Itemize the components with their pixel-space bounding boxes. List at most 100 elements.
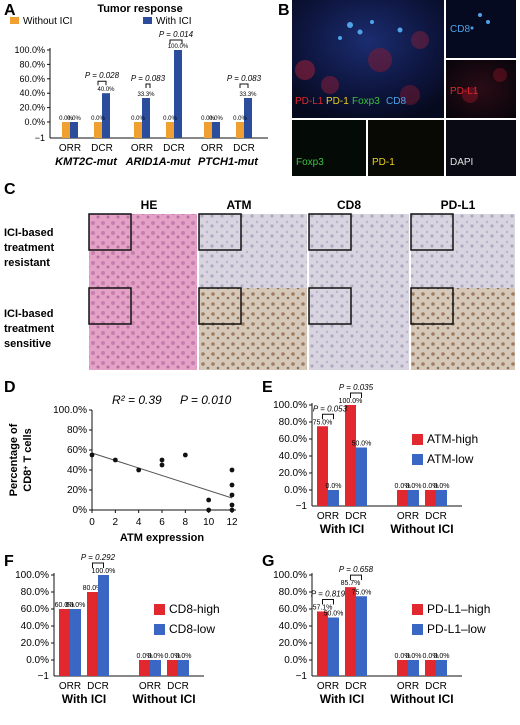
- bar-group-label: Without ICI: [390, 692, 453, 706]
- a-value-label: 0.0%: [209, 116, 223, 122]
- bar-group-label: With ICI: [62, 692, 107, 706]
- bar-value-label: 75.0%: [352, 589, 372, 596]
- panel-label-g: G: [262, 553, 274, 570]
- panel-f-chart: 0.0%20.0%40.0%60.0%80.0%100.0%−160.0%60.…: [15, 553, 220, 706]
- a-category-label: DCR: [91, 143, 113, 154]
- bar-value-label: 75.0%: [313, 419, 333, 426]
- a-bar-without: [236, 122, 244, 138]
- panel-label-a: A: [4, 2, 16, 19]
- bar-high: [317, 611, 328, 676]
- a-value-label: 0.0%: [67, 116, 81, 122]
- a-ytick-label: 80.0%: [19, 59, 45, 69]
- bar-high: [397, 660, 408, 676]
- bar-value-label: 0.0%: [423, 653, 439, 660]
- panel-label-b: B: [278, 2, 290, 19]
- a-ytick-min: −1: [35, 133, 45, 143]
- legend-swatch: [412, 434, 423, 445]
- bar-low: [98, 575, 109, 676]
- d-xtick-label: 6: [159, 517, 165, 528]
- d-annotation-p: P = 0.010: [180, 393, 232, 407]
- d-ylabel-line2: CD8+ T cells: [22, 428, 34, 491]
- bar-ytick-label: 100.0%: [15, 570, 49, 581]
- bar-value-label: 0.0%: [395, 483, 411, 490]
- a-group-label: KMT2C-mut: [55, 156, 118, 168]
- bar-low: [436, 490, 447, 506]
- d-scatter-point: [112, 457, 118, 463]
- legend-swatch: [412, 454, 423, 465]
- label-cd8-channel: CD8: [450, 24, 470, 35]
- d-ylabel: Percentage of: [8, 423, 20, 496]
- label-pd1-channel: PD-1: [372, 157, 395, 168]
- legend-swatch-with: [143, 17, 152, 24]
- bar-category-label: DCR: [167, 681, 189, 692]
- a-bar-without: [94, 122, 102, 138]
- bar-category-label: ORR: [397, 681, 419, 692]
- panel-label-d: D: [4, 379, 16, 396]
- panel-label-f: F: [4, 553, 14, 570]
- a-bar-with: [244, 98, 252, 138]
- a-pvalue: P = 0.028: [85, 71, 120, 80]
- a-bar-with: [212, 122, 220, 138]
- bar-category-label: DCR: [345, 681, 367, 692]
- legend-swatch: [154, 624, 165, 635]
- bar-pvalue: P = 0.819: [311, 589, 346, 598]
- a-value-label: 0.0%: [59, 116, 73, 122]
- d-xtick-label: 2: [113, 517, 119, 528]
- row1-line3: resistant: [4, 257, 50, 269]
- ihc-pdl1-sensitive: [411, 288, 515, 370]
- d-scatter-point: [182, 452, 188, 458]
- panel-label-c: C: [4, 181, 16, 198]
- label-pdl1: PD-L1: [295, 96, 324, 107]
- bar-pvalue: P = 0.658: [339, 565, 374, 574]
- d-scatter-point: [229, 467, 235, 473]
- inset-boxes: [88, 213, 454, 325]
- bar-low: [178, 660, 189, 676]
- panel-label-e: E: [262, 379, 273, 396]
- d-annotation-r2: R² = 0.39: [112, 393, 162, 407]
- multiplex-image: [292, 0, 444, 118]
- d-scatter-point: [229, 502, 235, 508]
- a-bar-with: [174, 50, 182, 138]
- d-scatter-point: [229, 482, 235, 488]
- d-xtick-label: 0: [89, 517, 95, 528]
- a-pvalue: P = 0.083: [227, 74, 262, 83]
- bar-value-label: 57.1%: [313, 604, 333, 611]
- bar-high: [345, 405, 356, 506]
- bar-value-label: 0.0%: [148, 653, 164, 660]
- bar-ytick-label: 40.0%: [279, 621, 307, 632]
- a-value-label: 0.0%: [131, 116, 145, 122]
- ihc-he-sensitive: [89, 288, 197, 370]
- panel-a-chart: Tumor response Without ICI With ICI 0.0%…: [10, 3, 268, 168]
- bar-high: [397, 490, 408, 506]
- d-ytick-label: 80%: [67, 425, 87, 436]
- label-dapi-channel: DAPI: [450, 157, 473, 168]
- bar-high: [425, 490, 436, 506]
- bar-ytick-label: 40.0%: [21, 621, 49, 632]
- a-value-label: 0.0%: [91, 116, 105, 122]
- cd8-signal: [338, 20, 403, 40]
- panel-g-chart: 0.0% 20.0% 40.0% 60.0% 80.0% 100.0% −1 57.1%50.…: [273, 565, 490, 706]
- row1-line1: ICI-based: [4, 227, 54, 239]
- bar-category-label: ORR: [317, 511, 339, 522]
- bar-pvalue-bracket: [350, 574, 362, 581]
- bar-group-label: With ICI: [320, 522, 365, 536]
- bar-value-label: 50.0%: [352, 441, 372, 448]
- bar-ytick-label: 0.0%: [26, 655, 49, 666]
- bar-high: [167, 660, 178, 676]
- a-pvalue: P = 0.083: [131, 74, 166, 83]
- bar-ytick-min: −1: [38, 671, 50, 682]
- bar-value-label: 0.0%: [434, 483, 450, 490]
- legend-label: ATM-low: [427, 452, 474, 466]
- label-cd8: CD8: [386, 96, 406, 107]
- legend-swatch: [412, 604, 423, 615]
- bar-category-label: ORR: [317, 681, 339, 692]
- bar-pvalue-bracket: [322, 598, 334, 605]
- a-group-label: ARID1A-mut: [125, 156, 192, 168]
- bar-ytick-label: 100.0%: [273, 570, 307, 581]
- legend-label: CD8-low: [169, 622, 215, 636]
- bar-value-label: 60.0%: [55, 602, 75, 609]
- a-value-label: 40.0%: [97, 87, 115, 93]
- a-bar-with: [102, 93, 110, 138]
- d-ytick-label: 0%: [73, 505, 88, 516]
- a-bar-without: [134, 122, 142, 138]
